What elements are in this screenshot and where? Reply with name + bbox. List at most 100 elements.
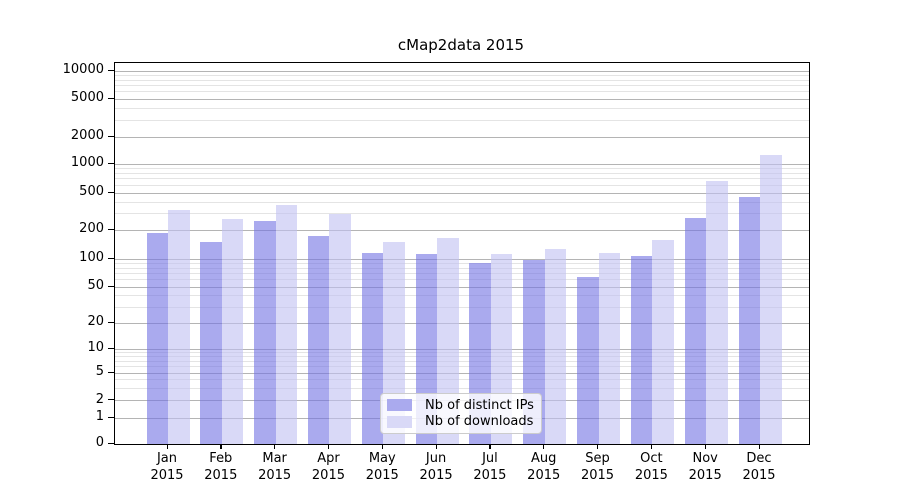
x-axis-tick	[597, 444, 599, 449]
x-tick-label: Mar 2015	[258, 451, 292, 483]
x-tick-label: Apr 2015	[311, 451, 345, 483]
y-tick-label: 10	[87, 340, 104, 355]
plot-area	[114, 62, 810, 445]
gridline-major	[115, 70, 809, 72]
gridline-major	[115, 372, 809, 374]
gridline-minor	[115, 119, 809, 121]
bar-distinct-ips	[200, 242, 222, 444]
y-axis-tick	[108, 97, 114, 99]
legend-item-downloads: Nb of downloads	[387, 414, 541, 429]
bar-downloads	[221, 218, 244, 444]
gridline-minor	[115, 74, 809, 76]
y-axis-tick	[108, 347, 114, 349]
y-axis-tick	[108, 191, 114, 193]
y-axis-tick	[108, 321, 114, 323]
gridline-minor	[115, 91, 809, 93]
gridline-major	[115, 322, 809, 324]
y-axis-tick	[108, 257, 114, 259]
y-tick-label: 50	[87, 278, 104, 293]
x-axis-tick	[650, 444, 653, 449]
y-tick-label: 100	[79, 250, 104, 265]
bar-downloads	[437, 238, 459, 444]
gridline-minor	[115, 352, 809, 354]
x-axis-tick	[543, 444, 545, 449]
gridline-minor	[115, 272, 809, 274]
y-axis-tick	[108, 162, 114, 164]
y-tick-label: 5	[95, 364, 104, 379]
gridline-major	[115, 98, 809, 100]
y-tick-label: 1	[95, 409, 104, 424]
gridline-minor	[115, 213, 809, 215]
bar-downloads	[168, 209, 190, 444]
gridline-minor	[115, 387, 809, 389]
bar-downloads	[652, 239, 674, 444]
bar-downloads	[329, 213, 351, 444]
gridline-minor	[115, 379, 809, 381]
x-axis-tick	[381, 444, 383, 449]
bar-distinct-ips	[684, 217, 707, 444]
bar-downloads	[598, 253, 621, 444]
bar-distinct-ips	[307, 235, 330, 444]
x-tick-label: Oct 2015	[634, 451, 668, 483]
x-tick-label: Aug 2015	[527, 451, 561, 483]
bar-distinct-ips	[630, 255, 653, 444]
legend-swatch-downloads	[387, 415, 412, 428]
gridline-minor	[115, 172, 809, 174]
x-axis-tick	[489, 444, 491, 449]
gridline-minor	[115, 279, 809, 281]
x-axis-tick	[274, 444, 276, 449]
legend-item-distinct-ips: Nb of distinct IPs	[387, 398, 541, 413]
y-tick-label: 200	[79, 221, 104, 236]
bar-distinct-ips	[361, 252, 384, 444]
gridline-major	[115, 348, 809, 350]
bar-distinct-ips	[577, 277, 599, 444]
gridline-major	[115, 229, 809, 231]
gridline-minor	[115, 107, 809, 109]
x-axis-tick	[758, 444, 760, 449]
gridline-minor	[115, 360, 809, 362]
x-axis-tick	[166, 444, 168, 449]
y-axis-tick	[108, 135, 114, 137]
y-tick-label: 10000	[62, 62, 104, 77]
y-tick-label: 2000	[70, 128, 104, 143]
legend: Nb of distinct IPs Nb of downloads	[380, 393, 542, 434]
y-axis-tick	[108, 285, 114, 287]
y-axis-tick	[108, 371, 114, 373]
gridline-minor	[115, 184, 809, 186]
bar-distinct-ips	[254, 221, 276, 444]
y-tick-label: 0	[95, 435, 104, 450]
gridline-minor	[115, 306, 809, 308]
x-tick-label: Jul 2015	[473, 451, 507, 483]
gridline-minor	[115, 167, 809, 169]
gridline-major	[115, 163, 809, 165]
bar-downloads	[706, 181, 728, 444]
bar-downloads	[544, 249, 567, 444]
legend-label-distinct-ips: Nb of distinct IPs	[425, 397, 534, 413]
gridline-major	[115, 258, 809, 260]
bar-downloads	[275, 204, 298, 444]
y-axis-tick	[108, 69, 114, 71]
gridline-minor	[115, 366, 809, 368]
gridline-minor	[115, 178, 809, 180]
x-tick-label: Nov 2015	[688, 451, 722, 483]
gridline-major	[115, 286, 809, 288]
legend-swatch-distinct-ips	[387, 399, 412, 412]
x-tick-label: May 2015	[365, 451, 399, 483]
y-tick-label: 500	[79, 184, 104, 199]
bar-downloads	[760, 155, 782, 444]
y-tick-label: 5000	[70, 90, 104, 105]
gridline-major	[115, 136, 809, 138]
x-tick-label: Jun 2015	[419, 451, 453, 483]
x-axis-tick	[435, 444, 437, 449]
y-axis-tick	[108, 228, 114, 230]
y-axis-tick	[108, 442, 114, 444]
x-tick-label: Sep 2015	[580, 451, 615, 483]
gridline-minor	[115, 262, 809, 264]
y-tick-label: 1000	[70, 155, 104, 170]
gridline-minor	[115, 356, 809, 358]
y-tick-label: 2	[95, 391, 104, 407]
gridline-minor	[115, 201, 809, 203]
x-tick-label: Jan 2015	[150, 451, 184, 483]
bar-distinct-ips	[146, 233, 168, 444]
